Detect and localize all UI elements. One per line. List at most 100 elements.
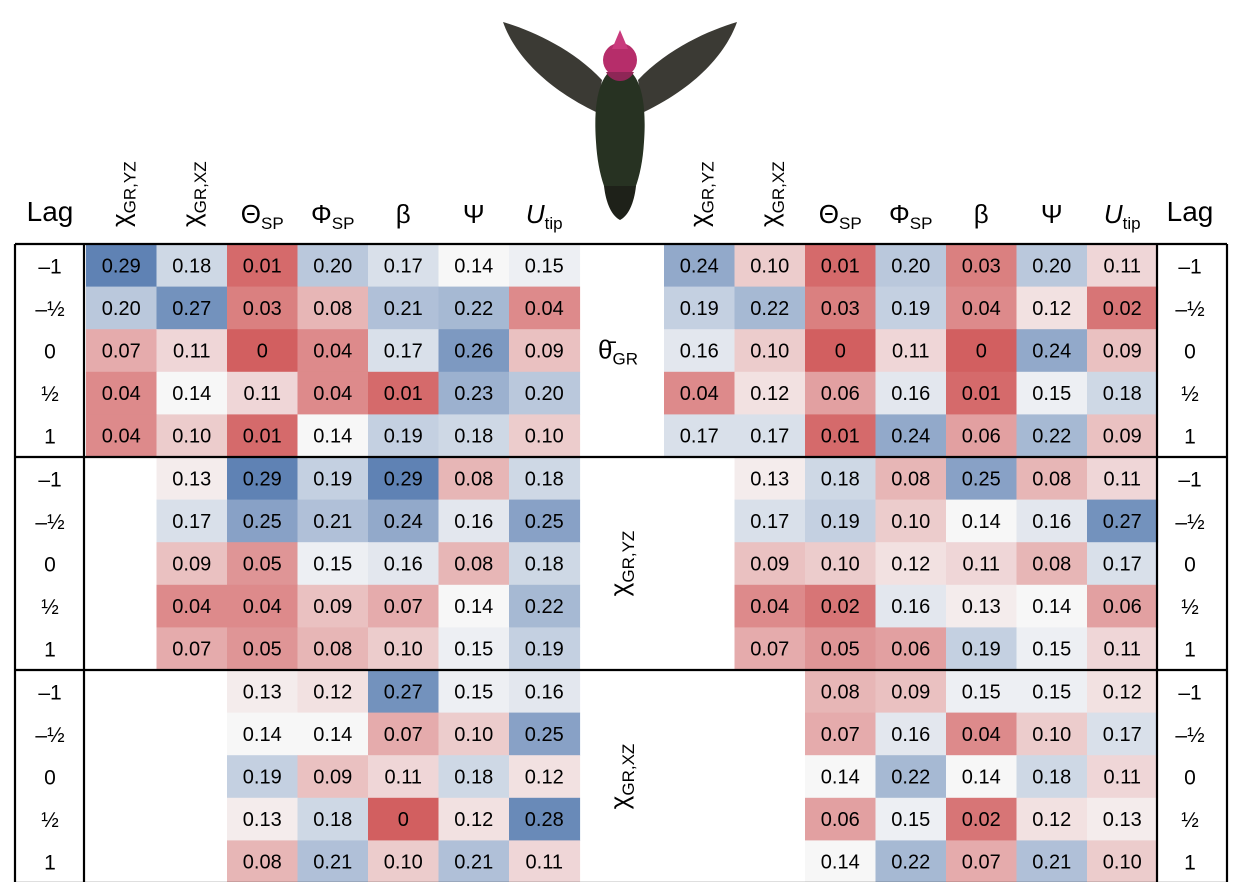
cell-value-label: 0.08	[243, 852, 282, 874]
heatmap-cell	[156, 244, 228, 288]
cell-value-label: 0.24	[384, 511, 423, 533]
cell-value-label: 0.11	[385, 767, 422, 789]
heatmap-cell	[509, 414, 581, 458]
heatmap-cell	[156, 499, 228, 543]
cell-value-label: 0.29	[384, 468, 423, 490]
right-lag-label: ½	[1181, 383, 1199, 406]
heatmap-cell	[875, 670, 947, 714]
cell-value-label: 0.14	[243, 724, 282, 746]
right-lag-label: 0	[1184, 767, 1196, 790]
left-lag-label: –1	[38, 255, 61, 278]
heatmap-cell	[1016, 797, 1088, 841]
heatmap-cell	[805, 457, 877, 501]
heatmap-cell	[297, 286, 369, 330]
heatmap-cell	[156, 584, 228, 628]
column-header-label: χGR,XZ	[754, 161, 788, 227]
cell-value-label: 0.21	[454, 852, 493, 874]
cell-value-label: 0.21	[384, 298, 423, 320]
heatmap-cell	[368, 840, 440, 882]
heatmap-cell	[509, 755, 581, 799]
cell-value-label: 0.09	[525, 341, 564, 363]
heatmap-cell	[734, 244, 806, 288]
cell-value-label: 0.27	[172, 298, 211, 320]
heatmap-cell	[156, 286, 228, 330]
heatmap-cell	[805, 627, 877, 671]
cell-value-label: 0.04	[243, 596, 282, 618]
heatmap-cell	[805, 840, 877, 882]
left-lag-title: Lag	[27, 196, 74, 227]
cell-value-label: 0.25	[525, 724, 564, 746]
heatmap-cell	[297, 457, 369, 501]
cell-value-label: 0.14	[454, 596, 493, 618]
cell-value-label: 0.10	[454, 724, 493, 746]
cell-value-label: 0.16	[680, 341, 719, 363]
heatmap-cell	[805, 712, 877, 756]
cell-value-label: 0.16	[1032, 511, 1071, 533]
heatmap-cell	[946, 244, 1018, 288]
heatmap-cell	[227, 286, 299, 330]
bird-crown-shape	[612, 30, 628, 49]
cell-value-label: 0.25	[962, 468, 1001, 490]
left-lag-label: ½	[41, 596, 59, 619]
heatmap-cell	[805, 286, 877, 330]
heatmap-cell	[438, 797, 510, 841]
cell-value-label: 0.29	[243, 468, 282, 490]
heatmap-cell	[1087, 584, 1159, 628]
cell-value-label: 0.28	[525, 809, 564, 831]
heatmap-cell	[368, 670, 440, 714]
heatmap-cell	[368, 286, 440, 330]
heatmap-cell	[875, 244, 947, 288]
right-lag-label: ½	[1181, 596, 1199, 619]
cell-value-label: 0.12	[750, 383, 789, 405]
cell-value-label: 0.18	[454, 426, 493, 448]
cell-value-label: 0.05	[243, 554, 282, 576]
heatmap-cell	[438, 499, 510, 543]
heatmap-cell	[805, 584, 877, 628]
cell-value-label: 0.10	[525, 426, 564, 448]
heatmap-cell	[438, 542, 510, 586]
heatmap-cell	[805, 755, 877, 799]
cell-value-label: 0.18	[454, 767, 493, 789]
heatmap-cell	[1016, 457, 1088, 501]
cell-value-label: 0.20	[525, 383, 564, 405]
cell-value-label: 0.13	[243, 809, 282, 831]
heatmap-cell	[227, 584, 299, 628]
cell-value-label: 0.27	[384, 681, 423, 703]
cell-value-label: 0.18	[1032, 767, 1071, 789]
cell-value-label: 0.12	[1032, 809, 1071, 831]
heatmap-cell	[368, 627, 440, 671]
cell-value-label: 0.21	[313, 852, 352, 874]
cell-value-label: 0.04	[313, 341, 352, 363]
cell-value-label: 0.01	[243, 426, 282, 448]
heatmap-cell	[156, 457, 228, 501]
column-header-label: Utip	[1104, 199, 1141, 233]
heatmap-cell	[734, 542, 806, 586]
cell-value-label: 0	[976, 341, 987, 363]
cell-value-label: 0.07	[384, 724, 423, 746]
heatmap-cell	[875, 797, 947, 841]
heatmap-cell	[1087, 286, 1159, 330]
cell-value-label: 0.04	[750, 596, 789, 618]
heatmap-cell	[1087, 840, 1159, 882]
heatmap-cell	[734, 499, 806, 543]
heatmap-cell	[368, 414, 440, 458]
cell-value-label: 0.14	[454, 255, 493, 277]
heatmap-cell	[1087, 797, 1159, 841]
cell-value-label: 0.20	[102, 298, 141, 320]
table-frame	[13, 242, 1229, 882]
cell-value-label: 0.12	[891, 554, 930, 576]
cell-value-label: 0.04	[102, 383, 141, 405]
cell-value-label: 0.13	[750, 468, 789, 490]
cell-value-label: 0.15	[525, 255, 564, 277]
cell-value-label: 0.17	[1103, 554, 1142, 576]
cell-value-label: 0.16	[891, 383, 930, 405]
cell-value-label: 0.18	[821, 468, 860, 490]
heatmap-cell	[734, 584, 806, 628]
row-block-label: χGR,XZ	[604, 744, 638, 810]
heatmap-cell	[946, 329, 1018, 373]
cell-value-label: 0.19	[821, 511, 860, 533]
heatmap-cell	[664, 244, 736, 288]
right-lag-label: 0	[1184, 341, 1196, 364]
heatmap-cell	[664, 414, 736, 458]
